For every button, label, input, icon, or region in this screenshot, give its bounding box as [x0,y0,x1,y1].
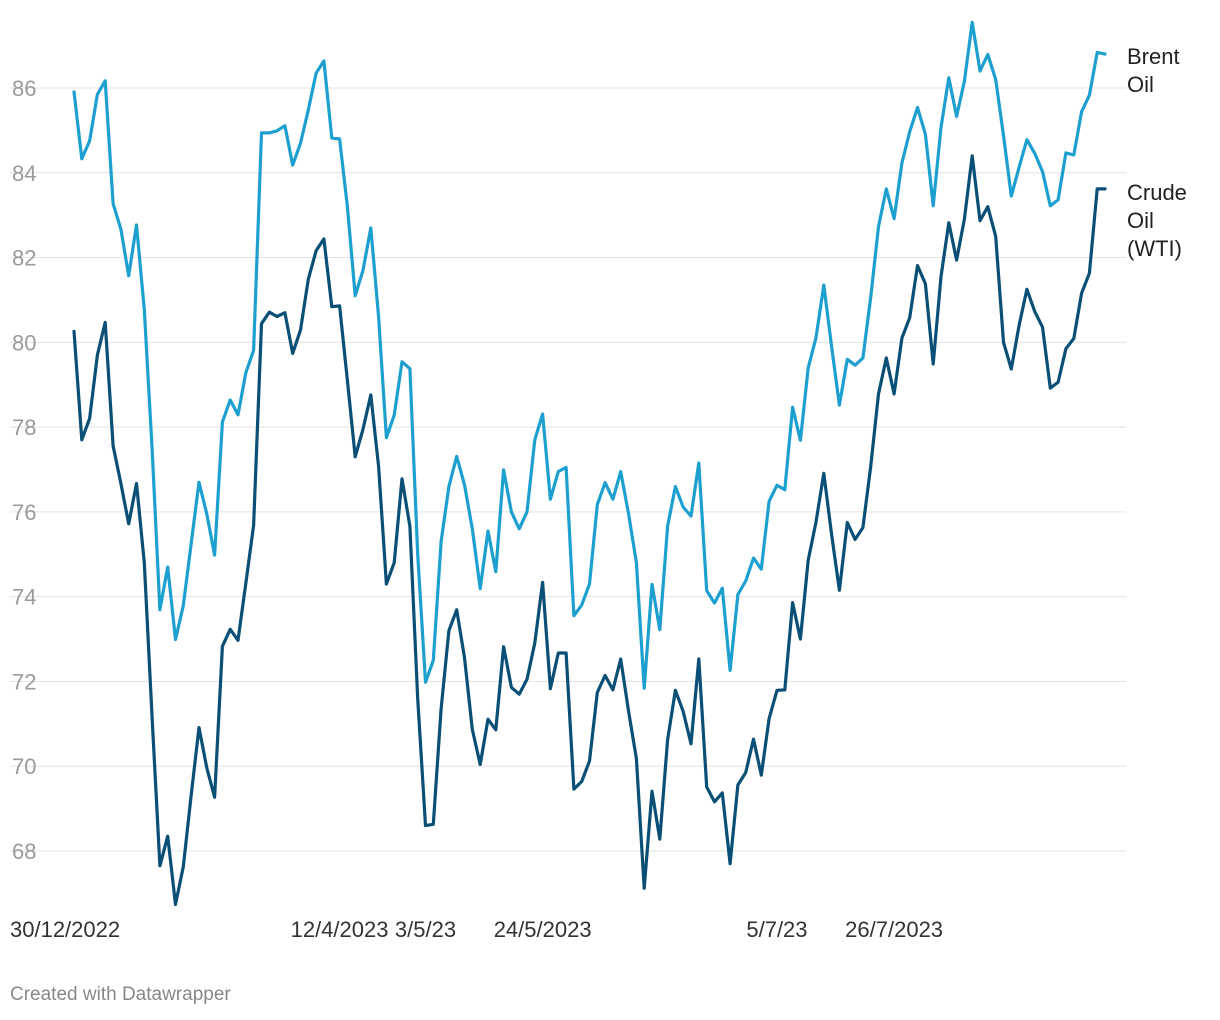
y-axis-tick-labels: 68 70 72 74 76 78 80 82 84 86 [12,76,36,864]
series-line-brent-oil [72,20,1107,690]
x-axis-tick-labels: 30/12/2022 12/4/2023 3/5/23 24/5/2023 5/7/23… [10,917,943,942]
y-tick-86: 86 [12,76,36,101]
x-tick-12/4/2023: 12/4/2023 [291,917,389,942]
y-tick-68: 68 [12,839,36,864]
y-tick-80: 80 [12,330,36,355]
series-end-labels: Brent Oil Crude Oil (WTI) [1127,44,1187,261]
series-lines [72,20,1107,907]
y-tick-70: 70 [12,754,36,779]
x-tick-30/12/2022: 30/12/2022 [10,917,120,942]
x-tick-24/5/2023: 24/5/2023 [494,917,592,942]
y-tick-84: 84 [12,161,36,186]
series-label-crude-oil-wti: Crude Oil (WTI) [1127,180,1187,261]
y-tick-74: 74 [12,585,36,610]
y-tick-82: 82 [12,246,36,271]
series-line-crude-oil-wti [72,154,1107,907]
y-gridlines [10,87,1126,852]
series-label-brent-oil: Brent Oil [1127,44,1180,97]
y-tick-76: 76 [12,500,36,525]
x-tick-5/7/23: 5/7/23 [746,917,807,942]
datawrapper-credit: Created with Datawrapper [10,984,231,1005]
y-tick-78: 78 [12,415,36,440]
y-tick-72: 72 [12,669,36,694]
x-tick-3/5/23: 3/5/23 [395,917,456,942]
x-tick-26/7/2023: 26/7/2023 [845,917,943,942]
